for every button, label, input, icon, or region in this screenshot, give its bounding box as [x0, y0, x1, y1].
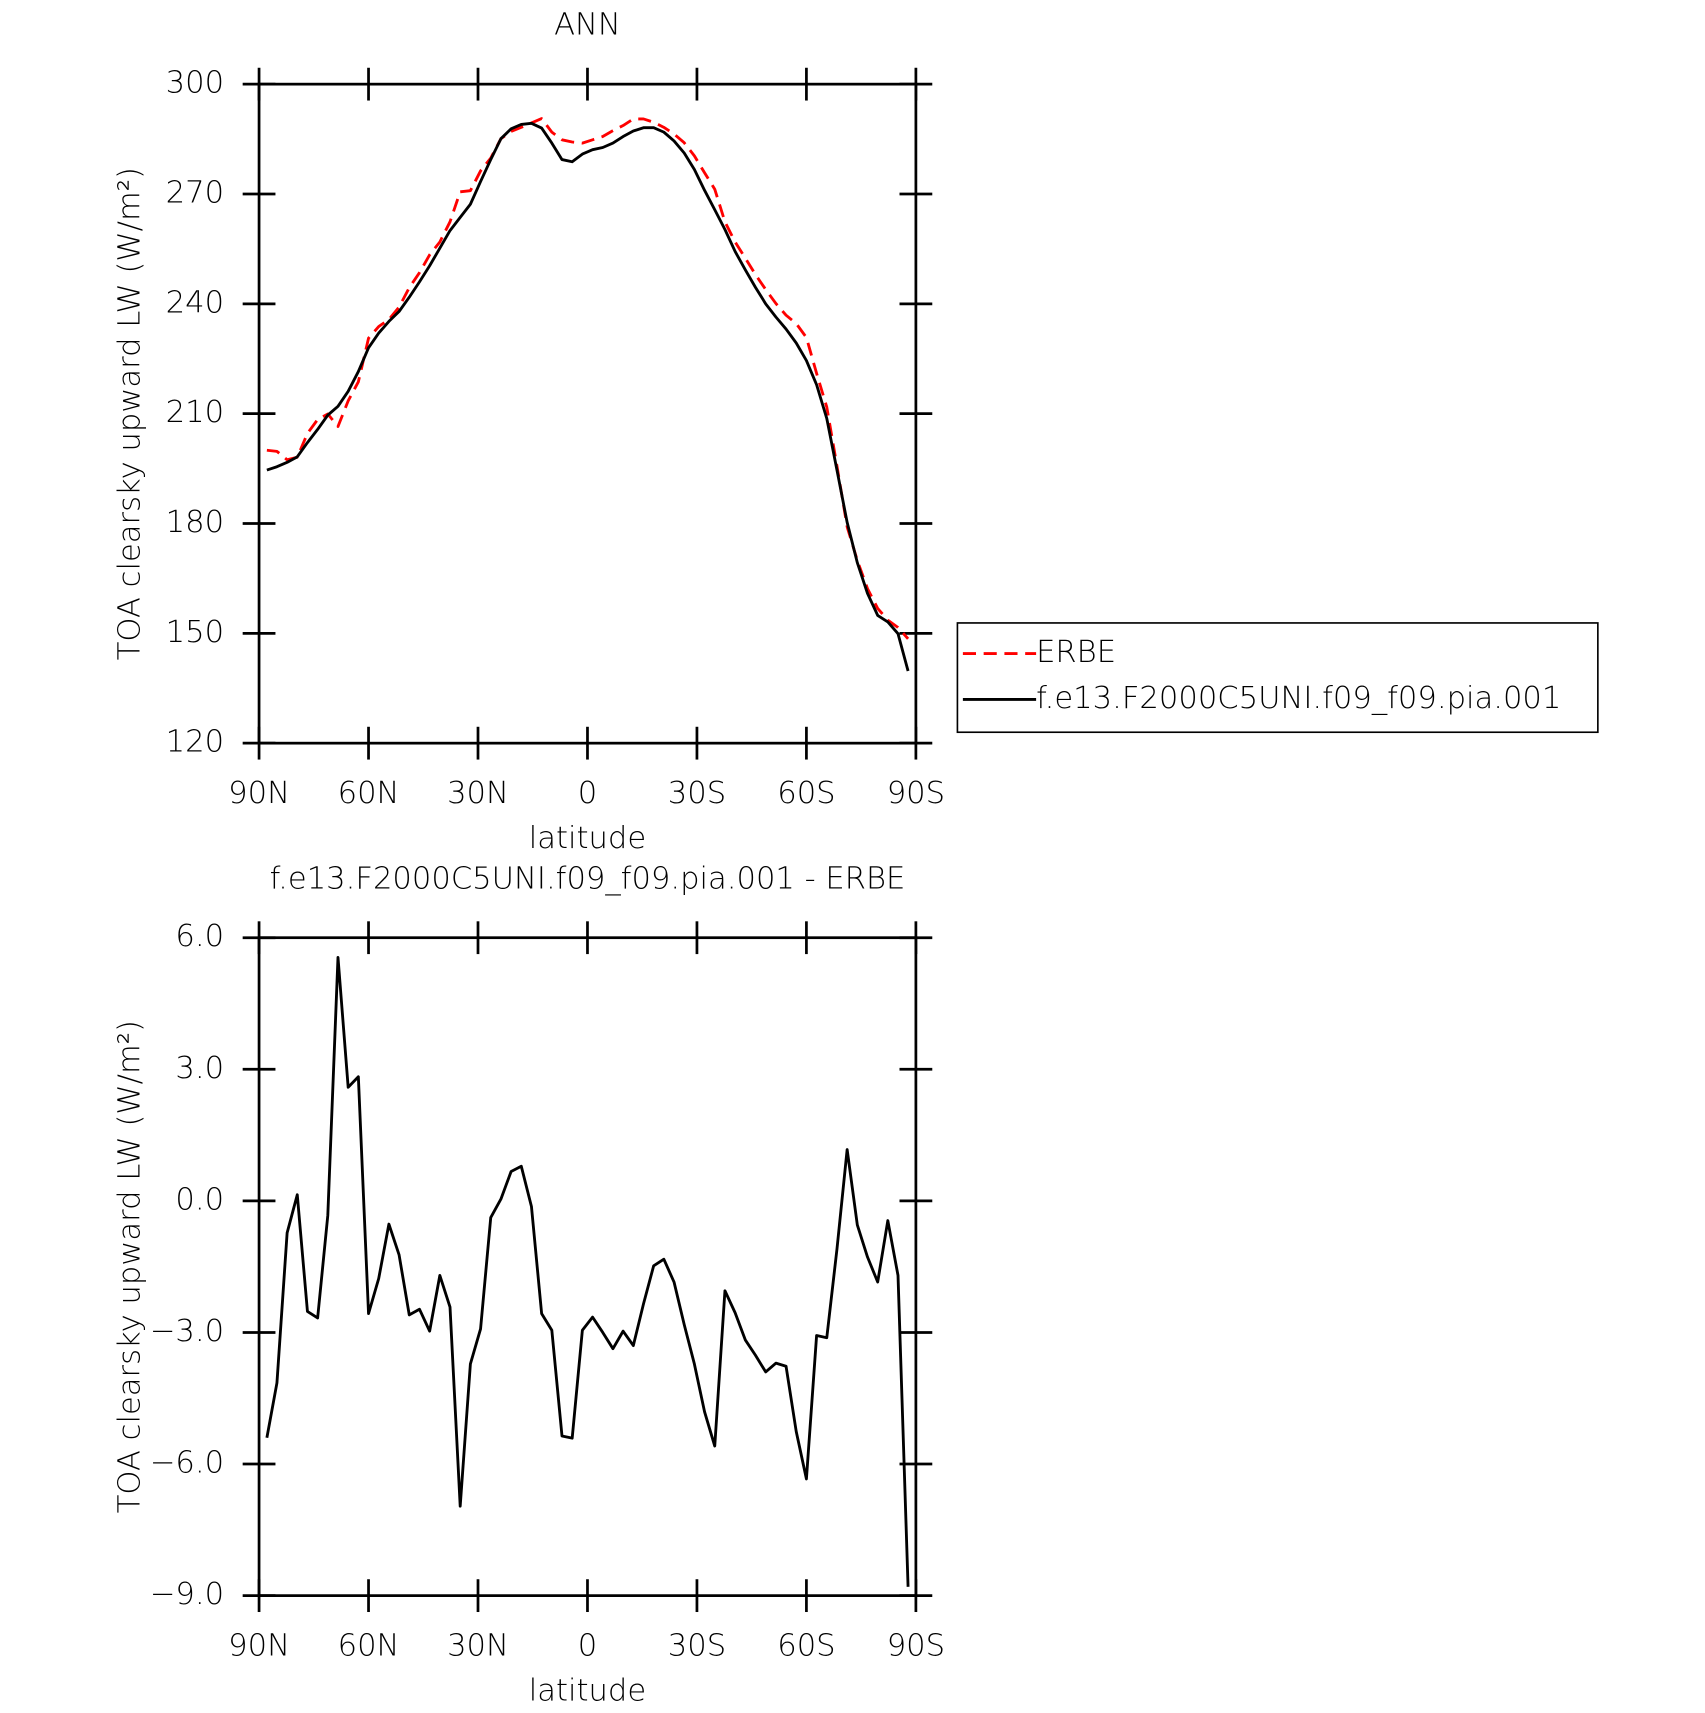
- y-tick-label: −6.0: [150, 1446, 224, 1481]
- x-tick-label: 30N: [447, 1628, 509, 1663]
- x-tick-label: 60S: [777, 1628, 835, 1663]
- y-tick-label: 3.0: [175, 1051, 224, 1086]
- y-tick-label: 240: [166, 285, 224, 320]
- y-tick-label: 180: [166, 505, 224, 540]
- y-tick-label: −3.0: [150, 1314, 224, 1349]
- y-tick-label: 120: [166, 725, 224, 760]
- x-tick-label: 0: [578, 1628, 597, 1663]
- y-tick-label: 270: [166, 175, 224, 210]
- x-axis-label: latitude: [529, 821, 646, 856]
- plot-frame: [257, 936, 918, 1597]
- x-tick-label: 30S: [668, 1628, 726, 1663]
- x-tick-label: 90N: [228, 1628, 290, 1663]
- plot-frame: [257, 82, 918, 745]
- y-tick-label: 6.0: [175, 919, 224, 954]
- data-line: [266, 117, 910, 640]
- x-tick-label: 60S: [777, 776, 835, 811]
- x-axis-label: latitude: [529, 1673, 646, 1708]
- x-tick-label: 30S: [668, 776, 726, 811]
- y-axis-label: TOA clearsky upward LW (W/m²): [113, 167, 148, 660]
- chart-title: ANN: [554, 8, 621, 43]
- x-tick-label: 60N: [338, 776, 400, 811]
- y-tick-label: 0.0: [175, 1182, 224, 1217]
- x-tick-label: 90S: [887, 776, 945, 811]
- x-tick-label: 90S: [887, 1628, 945, 1663]
- x-tick-label: 60N: [338, 1628, 400, 1663]
- legend-label: f.e13.F2000C5UNI.f09_f09.pia.001: [1036, 681, 1561, 716]
- y-tick-label: 150: [166, 615, 224, 650]
- x-tick-label: 90N: [228, 776, 290, 811]
- y-tick-label: 300: [166, 66, 224, 101]
- chart-title: f.e13.F2000C5UNI.f09_f09.pia.001 - ERBE: [270, 861, 906, 896]
- legend-label: ERBE: [1036, 635, 1116, 670]
- legend-box: [956, 622, 1599, 734]
- data-line: [266, 121, 910, 672]
- data-line: [265, 956, 910, 1587]
- y-axis-label: TOA clearsky upward LW (W/m²): [113, 1020, 148, 1513]
- x-tick-label: 0: [578, 776, 597, 811]
- y-tick-label: −9.0: [150, 1577, 224, 1612]
- x-tick-label: 30N: [447, 776, 509, 811]
- y-tick-label: 210: [166, 395, 224, 430]
